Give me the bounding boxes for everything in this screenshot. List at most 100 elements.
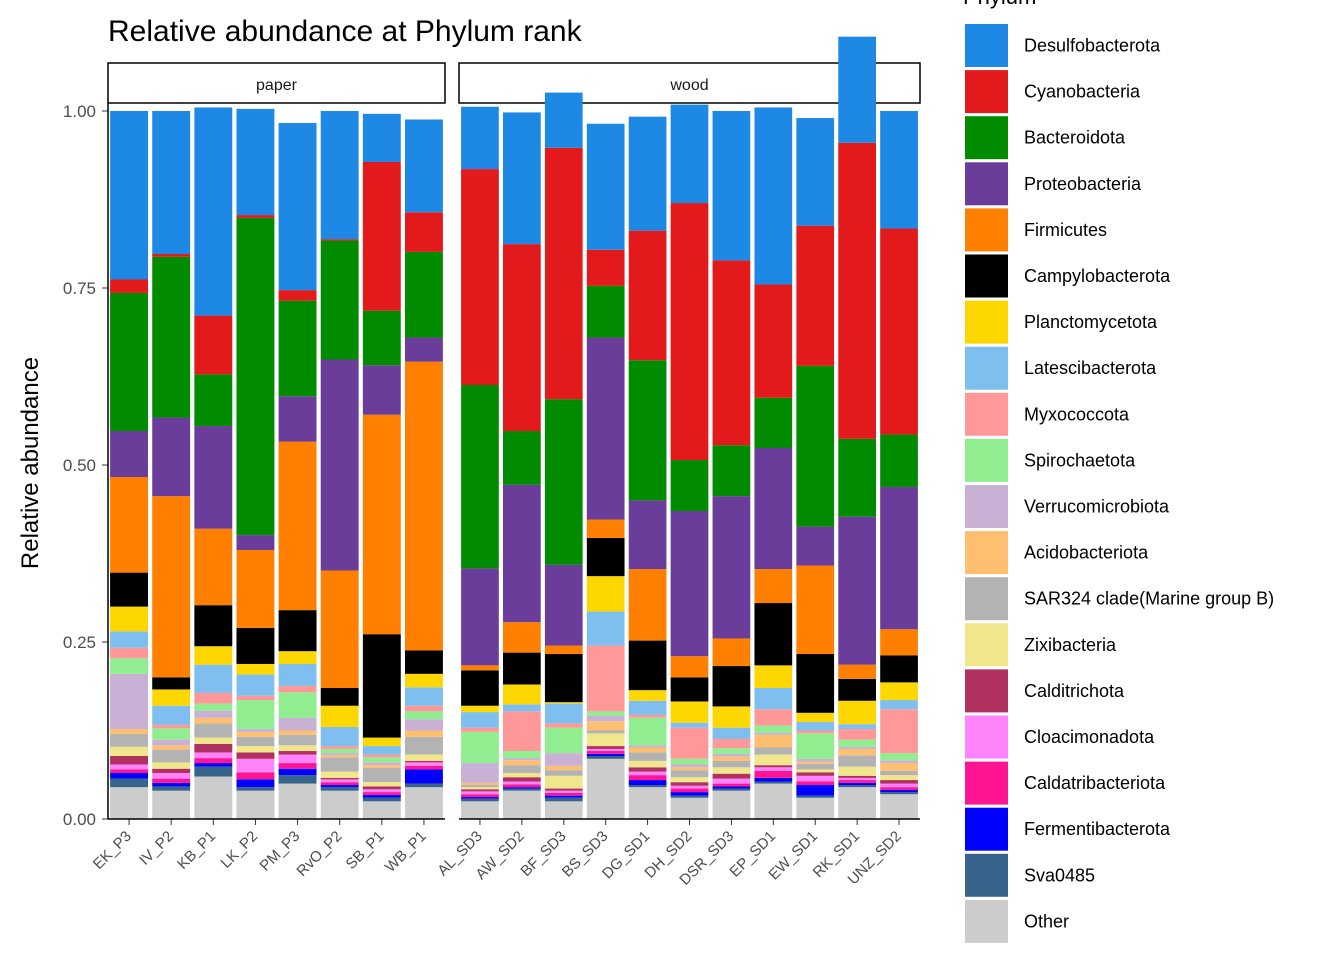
- bar-segment: [754, 448, 793, 570]
- bar-segment: [670, 764, 709, 768]
- bar-segment: [712, 111, 751, 261]
- bar-segment: [194, 737, 233, 744]
- bar-segment: [404, 736, 443, 755]
- bar-segment: [320, 748, 359, 754]
- bar-segment: [586, 715, 625, 722]
- bar-segment: [754, 765, 793, 768]
- bar-segment: [461, 568, 499, 666]
- bar-segment: [880, 486, 918, 630]
- legend-key: [965, 208, 1008, 252]
- bar-segment: [362, 768, 401, 783]
- bar-segment: [152, 786, 191, 791]
- bar-segment: [461, 801, 499, 819]
- bar-stack-IV_P2: [152, 111, 191, 819]
- bar-segment: [461, 794, 499, 798]
- bar-segment: [838, 678, 876, 701]
- legend-item: Acidobacteriota: [965, 531, 1149, 575]
- bar-segment: [586, 576, 625, 612]
- bar-segment: [586, 285, 625, 338]
- bar-segment: [628, 780, 667, 786]
- x-tick-label: WB_P1: [382, 828, 430, 876]
- legend-label: Fermentibacterota: [1024, 819, 1171, 839]
- bar-segment: [320, 779, 359, 783]
- bar-segment: [236, 772, 275, 780]
- bar-segment: [404, 719, 443, 731]
- bar-segment: [628, 640, 667, 691]
- bar-segment: [236, 746, 275, 753]
- bar-segment: [278, 783, 317, 819]
- bar-segment: [152, 496, 191, 678]
- legend-item: Planctomycetota: [965, 300, 1158, 344]
- bar-stack-KB_P1: [194, 107, 233, 819]
- bar-segment: [796, 772, 835, 776]
- bar-segment: [628, 745, 667, 748]
- bar-segment: [796, 365, 835, 527]
- bar-segment: [461, 798, 499, 802]
- bar-segment: [236, 663, 275, 675]
- legend-label: Proteobacteria: [1024, 174, 1142, 194]
- bar-segment: [628, 717, 667, 746]
- bar-segment: [544, 645, 583, 655]
- bar-segment: [278, 692, 317, 718]
- bar-segment: [796, 733, 835, 759]
- bar-segment: [796, 795, 835, 798]
- y-tick-label: 0.25: [63, 633, 96, 652]
- bar-segment: [110, 572, 149, 607]
- bar-segment: [628, 752, 667, 761]
- bar-stack-EP_SD1: [754, 107, 793, 819]
- bar-segment: [404, 765, 443, 770]
- bar-segment: [110, 431, 149, 478]
- bar-segment: [320, 726, 359, 747]
- bar-segment: [838, 746, 876, 749]
- bar-segment: [838, 516, 876, 665]
- legend-label: Latescibacterota: [1024, 358, 1157, 378]
- bar-segment: [362, 414, 401, 635]
- bar-segment: [628, 714, 667, 718]
- bar-segment: [670, 656, 709, 678]
- bar-segment: [586, 711, 625, 716]
- bar-segment: [194, 717, 233, 724]
- bar-segment: [362, 801, 401, 819]
- bar-segment: [628, 767, 667, 772]
- bar-stack-BF_SD3: [544, 92, 583, 819]
- bar-segment: [712, 727, 751, 739]
- legend-label: SAR324 clade(Marine group B): [1024, 589, 1274, 609]
- bar-segment: [754, 747, 793, 755]
- bar-segment: [362, 310, 401, 366]
- bar-stack-DSR_SD3: [712, 111, 751, 819]
- legend-item: Myxococcota: [965, 392, 1130, 436]
- bar-segment: [838, 739, 876, 747]
- legend: Desulfobacterota Cyanobacteria Bacteroidot…: [965, 24, 1274, 943]
- bar-segment: [110, 769, 149, 773]
- bar-segment: [278, 300, 317, 397]
- bar-segment: [404, 119, 443, 213]
- bar-segment: [320, 688, 359, 706]
- bar-segment: [404, 762, 443, 766]
- bar-segment: [320, 782, 359, 786]
- bar-segment: [754, 734, 793, 748]
- bar-segment: [461, 106, 499, 170]
- bar-segment: [838, 766, 876, 776]
- bar-segment: [152, 677, 191, 690]
- bar-segment: [152, 782, 191, 787]
- bar-segment: [670, 782, 709, 786]
- bar-segment: [503, 788, 541, 791]
- bar-segment: [320, 239, 359, 241]
- y-axis-title: Relative abundance: [17, 357, 44, 569]
- bar-segment: [586, 337, 625, 520]
- bar-segment: [404, 361, 443, 651]
- bar-segment: [586, 249, 625, 286]
- bar-segment: [880, 655, 918, 683]
- legend-key: [965, 485, 1008, 528]
- legend-item: Campylobacterota: [965, 254, 1171, 298]
- bar-stack-DG_SD1: [628, 116, 667, 819]
- bar-segment: [278, 651, 317, 664]
- bar-segment: [712, 788, 751, 791]
- bar-segment: [320, 240, 359, 360]
- bar-segment: [278, 763, 317, 769]
- bar-segment: [461, 763, 499, 783]
- bar-segment: [712, 760, 751, 768]
- bar-segment: [586, 645, 625, 712]
- bar-segment: [796, 712, 835, 723]
- x-tick-label: RvO_P2: [293, 828, 345, 880]
